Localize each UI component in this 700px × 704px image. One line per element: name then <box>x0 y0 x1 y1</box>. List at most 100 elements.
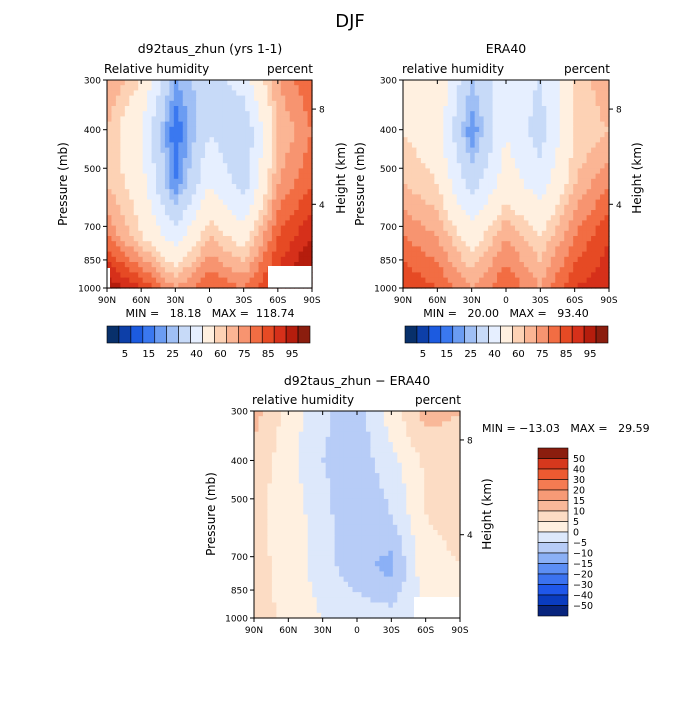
contour-cell <box>596 179 601 185</box>
contour-cell <box>214 122 219 128</box>
contour-cell <box>147 163 152 169</box>
contour-cell <box>591 122 596 128</box>
contour-cell <box>281 158 286 164</box>
contour-cell <box>564 106 569 112</box>
contour-cell <box>254 257 259 263</box>
contour-cell <box>187 111 192 117</box>
contour-cell <box>407 278 412 284</box>
contour-cell <box>573 148 578 154</box>
contour-cell <box>192 80 197 86</box>
contour-cell <box>564 116 569 122</box>
contour-cell <box>178 168 183 174</box>
contour-cell <box>402 483 407 489</box>
contour-cell <box>116 241 121 247</box>
contour-cell <box>125 267 130 273</box>
contour-cell <box>537 205 542 211</box>
contour-cell <box>448 184 453 190</box>
contour-cell <box>416 85 421 91</box>
contour-cell <box>379 447 384 453</box>
contour-cell <box>366 411 371 417</box>
contour-cell <box>353 468 358 474</box>
contour-cell <box>344 509 349 515</box>
contour-cell <box>178 205 183 211</box>
contour-cell <box>160 122 165 128</box>
contour-cell <box>348 411 353 417</box>
contour-cell <box>210 200 215 206</box>
contour-cell <box>353 463 358 469</box>
contour-cell <box>214 96 219 102</box>
contour-cell <box>542 262 547 268</box>
contour-cell <box>187 142 192 148</box>
contour-cell <box>250 246 255 252</box>
contour-cell <box>439 174 444 180</box>
contour-cell <box>379 494 384 500</box>
contour-cell <box>272 127 277 133</box>
contour-cell <box>412 168 417 174</box>
contour-cell <box>384 504 389 510</box>
contour-cell <box>438 427 443 433</box>
colorbar-label: 60 <box>512 349 525 360</box>
contour-cell <box>457 137 462 143</box>
contour-cell <box>591 148 596 154</box>
contour-cell <box>433 535 438 541</box>
contour-cell <box>344 452 349 458</box>
contour-cell <box>591 85 596 91</box>
contour-cell <box>600 174 605 180</box>
contour-cell <box>457 168 462 174</box>
contour-cell <box>537 231 542 237</box>
colorbar-label: 15 <box>142 349 155 360</box>
contour-cell <box>303 116 308 122</box>
contour-cell <box>425 158 430 164</box>
contour-cell <box>488 179 493 185</box>
contour-cell <box>475 252 480 258</box>
contour-cell <box>555 210 560 216</box>
contour-cell <box>403 158 408 164</box>
contour-cell <box>258 525 263 531</box>
contour-cell <box>555 262 560 268</box>
contour-cell <box>537 116 542 122</box>
contour-cell <box>281 189 286 195</box>
contour-cell <box>591 127 596 133</box>
contour-cell <box>600 241 605 247</box>
contour-cell <box>259 168 264 174</box>
contour-cell <box>493 132 498 138</box>
contour-cell <box>384 421 389 427</box>
contour-cell <box>578 189 583 195</box>
contour-cell <box>254 499 259 505</box>
contour-cell <box>448 127 453 133</box>
colorbar-label: 75 <box>536 349 549 360</box>
contour-cell <box>294 189 299 195</box>
contour-cell <box>165 132 170 138</box>
contour-cell <box>484 174 489 180</box>
contour-cell <box>533 267 538 273</box>
contour-cell <box>272 148 277 154</box>
contour-cell <box>506 106 511 112</box>
contour-cell <box>227 122 232 128</box>
contour-cell <box>442 530 447 536</box>
contour-cell <box>276 489 281 495</box>
contour-cell <box>281 200 286 206</box>
contour-cell <box>447 489 452 495</box>
contour-cell <box>303 499 308 505</box>
contour-cell <box>591 101 596 107</box>
contour-cell <box>317 499 322 505</box>
contour-cell <box>156 257 161 263</box>
contour-cell <box>348 489 353 495</box>
contour-cell <box>402 494 407 500</box>
contour-cell <box>451 421 456 427</box>
contour-cell <box>403 106 408 112</box>
contour-cell <box>573 200 578 206</box>
x-tick-label: 0 <box>503 296 509 306</box>
contour-cell <box>245 184 250 190</box>
contour-cell <box>555 96 560 102</box>
contour-cell <box>344 494 349 500</box>
contour-cell <box>174 163 179 169</box>
contour-cell <box>107 210 112 216</box>
contour-cell <box>241 174 246 180</box>
contour-cell <box>421 246 426 252</box>
contour-cell <box>116 96 121 102</box>
contour-cell <box>303 540 308 546</box>
contour-cell <box>196 96 201 102</box>
contour-cell <box>439 226 444 232</box>
contour-cell <box>201 189 206 195</box>
